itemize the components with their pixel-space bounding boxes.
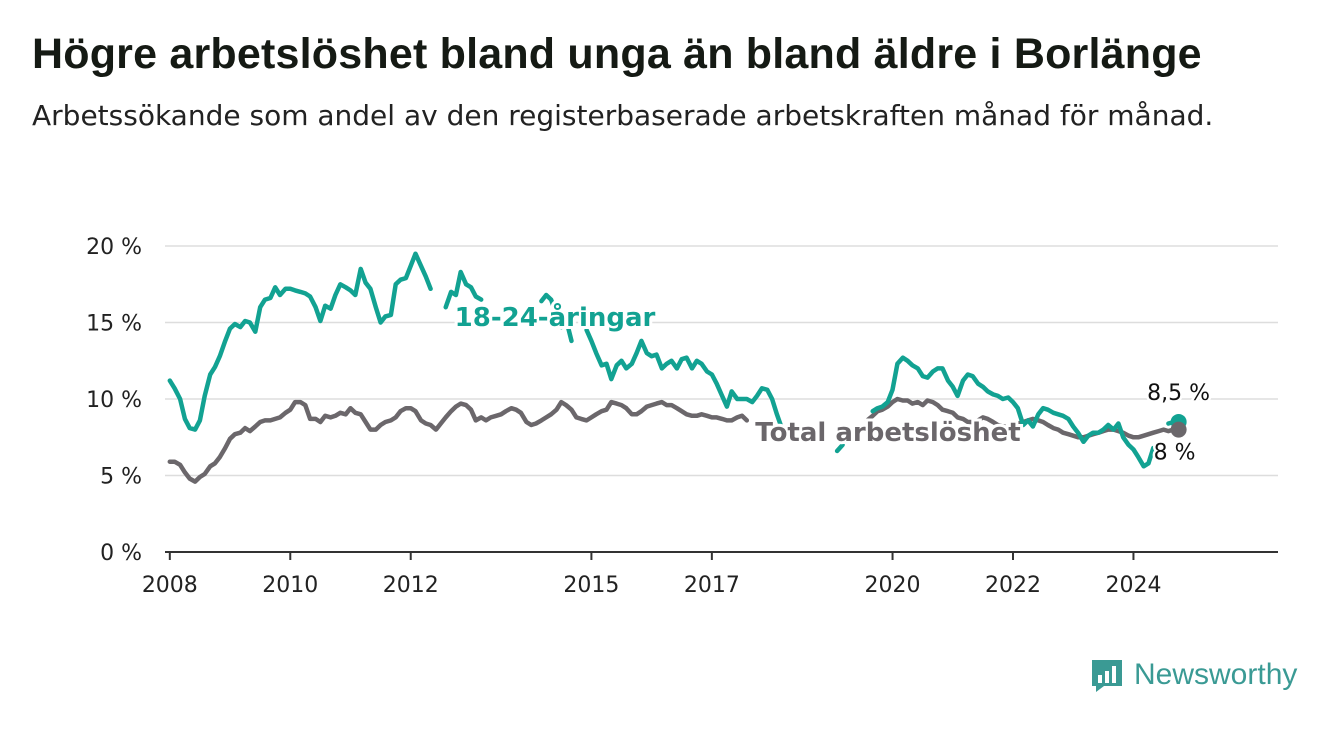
total-series-line	[167, 399, 750, 484]
total-series-label: Total arbetslöshet	[755, 418, 1020, 448]
y-tick-label: 15 %	[86, 312, 142, 337]
x-tick-label: 2024	[1105, 573, 1161, 598]
series-labels: 8,5 % 8 % 18-24-åringar Total arbetslöshet	[452, 298, 1213, 468]
youth-series-label: 18-24-åringar	[455, 301, 656, 333]
series-lines	[167, 251, 1187, 484]
youth-series-line	[443, 269, 484, 310]
y-tick-label: 0 %	[100, 541, 142, 566]
chart-title: Högre arbetslöshet bland unga än bland ä…	[32, 30, 1202, 78]
x-tick-label: 2010	[262, 573, 318, 598]
youth-series-line	[584, 327, 785, 432]
y-tick-label: 10 %	[86, 388, 142, 413]
youth-end-label: 8,5 %	[1147, 381, 1210, 406]
y-tick-label: 20 %	[86, 235, 142, 260]
gridlines	[165, 245, 1278, 553]
newsworthy-logo: Newsworthy	[1090, 658, 1297, 692]
x-axis-ticks: 2008 2010 2012 2015 2017 2020 2022 2024	[142, 552, 1161, 598]
youth-series-line	[870, 355, 1156, 469]
x-tick-label: 2017	[684, 573, 740, 598]
y-tick-label: 5 %	[100, 465, 142, 490]
chart-subtitle: Arbetssökande som andel av den registerb…	[32, 99, 1214, 132]
total-end-label: 8 %	[1154, 441, 1196, 466]
x-tick-label: 2012	[383, 573, 439, 598]
x-tick-label: 2008	[142, 573, 198, 598]
brand-name: Newsworthy	[1134, 658, 1298, 691]
x-tick-label: 2015	[563, 573, 619, 598]
youth-series-line	[167, 251, 433, 432]
x-tick-label: 2020	[865, 573, 921, 598]
youth-series-line	[539, 292, 574, 344]
x-tick-label: 2022	[985, 573, 1041, 598]
youth-series-line	[834, 442, 845, 454]
y-axis-ticks: 0 % 5 % 10 % 15 % 20 %	[86, 235, 142, 566]
newsworthy-logo-icon	[1092, 660, 1122, 692]
total-end-point	[1170, 421, 1187, 438]
